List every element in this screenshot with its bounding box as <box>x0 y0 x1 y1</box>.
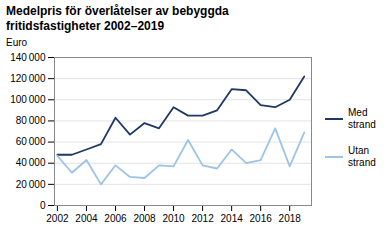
svg-text:2002: 2002 <box>46 213 69 224</box>
svg-text:2006: 2006 <box>104 213 127 224</box>
html-text:Utan strand: Utan strand <box>348 145 376 168</box>
svg-text:80 000: 80 000 <box>16 115 46 126</box>
svg-text:60 000: 60 000 <box>16 136 46 147</box>
svg-text:2012: 2012 <box>191 213 214 224</box>
svg-text:2010: 2010 <box>162 213 185 224</box>
svg-text:100 000: 100 000 <box>10 94 46 105</box>
svg-text:40 000: 40 000 <box>16 157 46 168</box>
svg-text:140 000: 140 000 <box>10 52 46 63</box>
svg-text:0: 0 <box>40 200 46 211</box>
html-text:Euro: Euro <box>6 37 28 48</box>
svg-text:2008: 2008 <box>133 213 156 224</box>
svg-text:2014: 2014 <box>221 213 244 224</box>
svg-text:2004: 2004 <box>75 213 98 224</box>
html-text:Medelpris för överlåtelser av: Medelpris för överlåtelser av bebyggda f… <box>6 4 229 33</box>
html-text:Med strand: Med strand <box>348 107 376 130</box>
svg-text:2018: 2018 <box>279 213 302 224</box>
svg-text:20 000: 20 000 <box>16 179 46 190</box>
svg-text:2016: 2016 <box>250 213 273 224</box>
svg-text:120 000: 120 000 <box>10 73 46 84</box>
